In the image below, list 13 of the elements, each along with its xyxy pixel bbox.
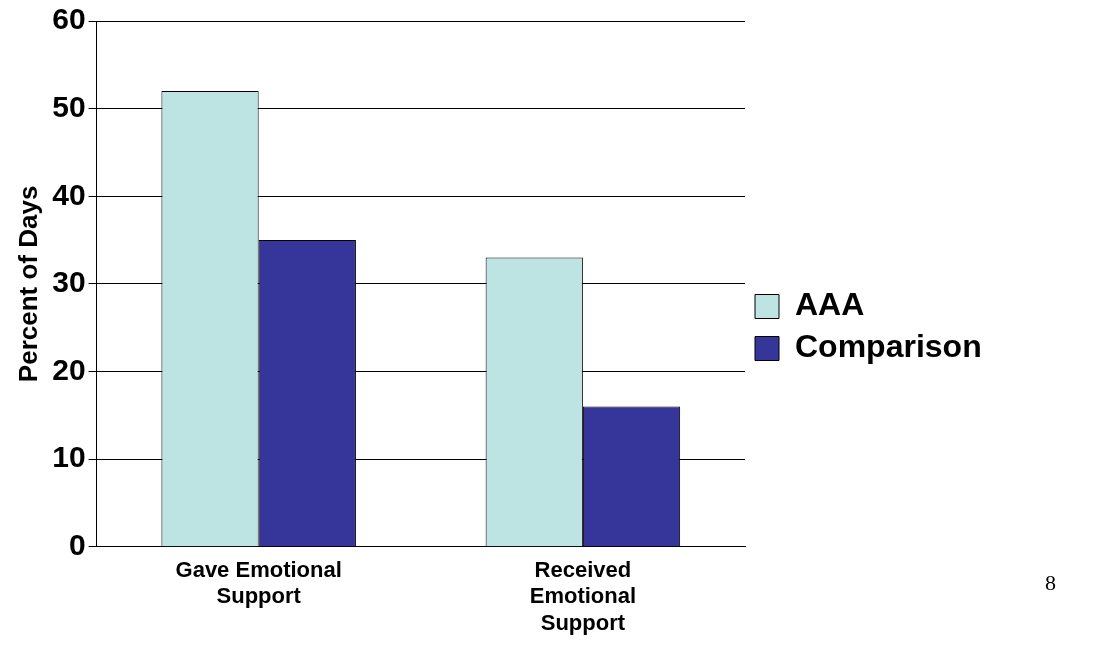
x-tick-label: Received Emotional Support xyxy=(529,557,637,635)
y-tick-label: 0 xyxy=(68,528,86,562)
x-tick-label: Gave Emotional Support xyxy=(175,557,342,609)
legend-label: Comparison xyxy=(795,328,982,365)
y-tick-label: 60 xyxy=(52,2,86,36)
legend-label: AAA xyxy=(795,286,865,323)
y-tick-label: 10 xyxy=(52,440,86,474)
y-tick-label: 40 xyxy=(52,177,86,211)
y-axis-title: Percent of Days xyxy=(12,185,43,383)
y-tick-label: 30 xyxy=(52,265,86,299)
y-tick-label: 50 xyxy=(52,89,86,123)
y-tick-label: 20 xyxy=(52,352,86,386)
text: 8 xyxy=(1045,570,1056,596)
